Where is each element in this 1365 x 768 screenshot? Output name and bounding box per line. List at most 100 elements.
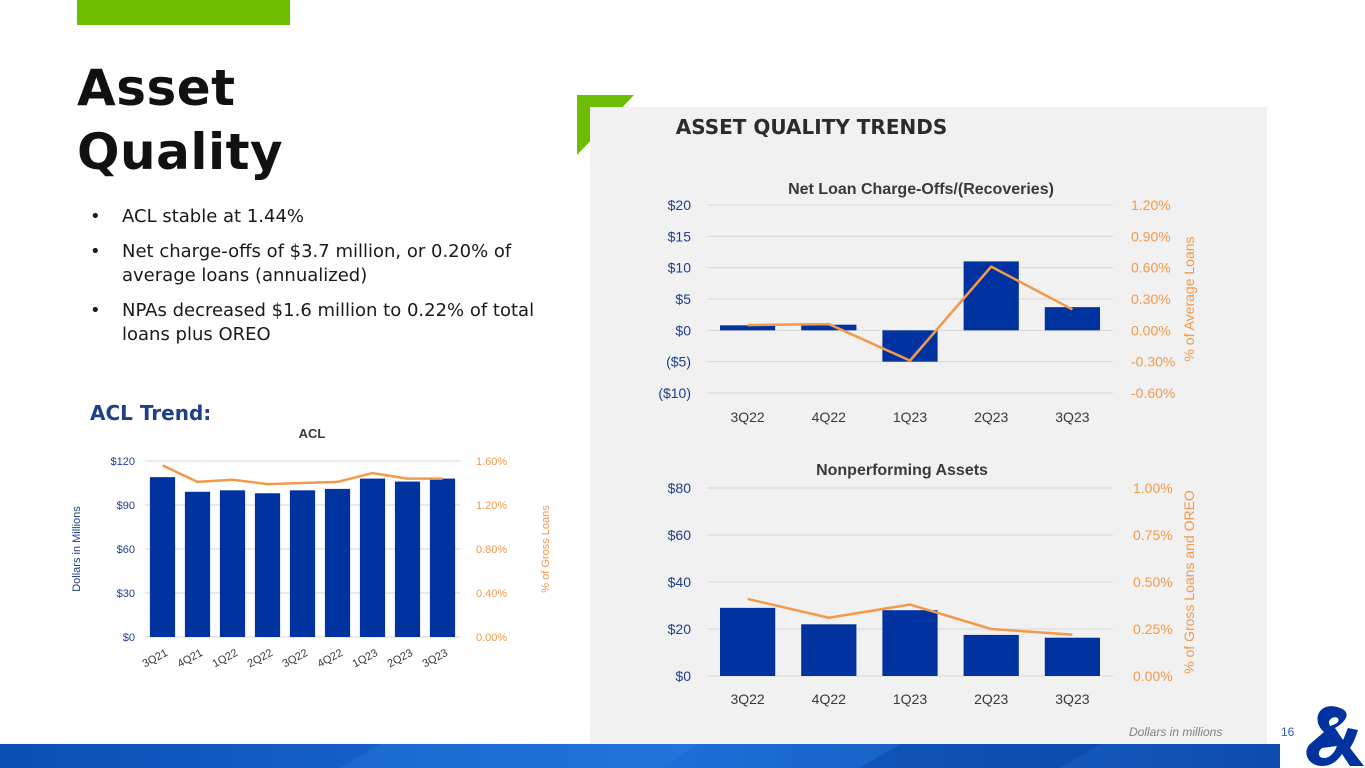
x-tick-label: 4Q21 (176, 647, 205, 670)
panel-title: ASSET QUALITY TRENDS (675, 115, 948, 139)
bar (719, 325, 776, 331)
x-tick-label: 3Q23 (1055, 409, 1089, 425)
series-line (747, 265, 1073, 362)
bullet-marker: • (90, 241, 101, 262)
y-tick-label: $60 (117, 544, 135, 556)
x-tick-label: 2Q23 (974, 691, 1008, 707)
page-title: Asset Quality (77, 56, 283, 184)
chart-title: ACL (299, 426, 326, 441)
y-tick-label: ($10) (658, 385, 691, 401)
x-tick-label: 1Q23 (351, 647, 380, 670)
y-tick-label: $0 (675, 668, 691, 684)
page-number: 16 (1281, 725, 1295, 739)
y2-axis-title: % of Gross Loans and OREO (1181, 490, 1197, 674)
y-tick-label: $60 (668, 527, 692, 543)
series-line (161, 464, 443, 486)
x-tick-label: 3Q23 (421, 647, 450, 670)
x-tick-label: 3Q22 (281, 647, 310, 670)
x-tick-label: 2Q23 (974, 409, 1008, 425)
bullet-item: • ACL stable at 1.44% (90, 205, 550, 229)
x-tick-label: 3Q22 (730, 409, 764, 425)
y2-tick-label: 0.60% (1131, 260, 1171, 276)
title-line-1: Asset (77, 59, 236, 117)
series-line (747, 597, 1073, 636)
y-tick-label: ($5) (666, 354, 691, 370)
bar (963, 261, 1019, 331)
y2-tick-label: 1.00% (1133, 480, 1173, 496)
y2-tick-label: 0.30% (1131, 291, 1171, 307)
bar (254, 493, 281, 637)
net-charge-offs-chart: Net Loan Charge-Offs/(Recoveries) ($10) -0… (658, 181, 1197, 425)
y-tick-label: $90 (117, 500, 135, 512)
bar (882, 610, 938, 676)
x-tick-label: 2Q22 (246, 647, 275, 670)
nonperforming-assets-chart: Nonperforming Assets $0 0.00% $20 0.25% $40 0.… (668, 462, 1197, 707)
y-tick-label: $15 (668, 228, 692, 244)
title-line-2: Quality (77, 123, 284, 181)
x-tick-label: 3Q23 (1055, 691, 1089, 707)
y-tick-label: $0 (123, 632, 135, 644)
ampersand-logo-icon (1280, 680, 1365, 768)
bar (1044, 307, 1101, 331)
bar (184, 491, 211, 637)
bar (882, 330, 938, 362)
bottom-band (0, 744, 1365, 768)
y2-tick-label: 0.00% (1133, 668, 1173, 684)
bar (149, 477, 176, 637)
x-tick-label: 4Q22 (316, 647, 345, 670)
y2-tick-label: -0.60% (1131, 385, 1175, 401)
x-tick-label: 1Q23 (893, 409, 927, 425)
bar (963, 634, 1019, 676)
y-tick-label: $20 (668, 621, 692, 637)
bullet-text: Net charge-offs of $3.7 million, or 0.20… (122, 241, 512, 286)
bullet-marker: • (90, 300, 101, 321)
bar (801, 324, 857, 331)
y2-axis-title: % of Gross Loans (540, 505, 552, 593)
y2-tick-label: 1.20% (476, 500, 507, 512)
y2-tick-label: 0.00% (476, 632, 507, 644)
y2-tick-label: 0.25% (1133, 621, 1173, 637)
bullet-item: • NPAs decreased $1.6 million to 0.22% o… (90, 299, 550, 347)
bullet-marker: • (90, 206, 101, 227)
chart-title: Net Loan Charge-Offs/(Recoveries) (788, 181, 1054, 198)
y-tick-label: $10 (668, 260, 692, 276)
bar (429, 478, 456, 637)
bar (719, 607, 776, 676)
y2-tick-label: 1.60% (476, 456, 507, 468)
bullet-text: ACL stable at 1.44% (122, 206, 304, 227)
y2-tick-label: 0.90% (1131, 228, 1171, 244)
bullet-list: • ACL stable at 1.44% • Net charge-offs … (90, 205, 550, 358)
y-tick-label: $0 (675, 322, 691, 338)
bar (324, 488, 351, 637)
y2-tick-label: 0.50% (1133, 574, 1173, 590)
x-tick-label: 4Q22 (812, 691, 846, 707)
y2-axis-title: % of Average Loans (1181, 236, 1197, 361)
y2-tick-label: 0.00% (1131, 322, 1171, 338)
x-tick-label: 2Q23 (386, 647, 415, 670)
y2-tick-label: -0.30% (1131, 354, 1175, 370)
y-tick-label: $120 (111, 456, 135, 468)
x-tick-label: 1Q23 (893, 691, 927, 707)
y2-tick-label: 0.80% (476, 544, 507, 556)
bar (801, 624, 857, 676)
bar (219, 490, 246, 637)
y-tick-label: $20 (668, 197, 692, 213)
corner-accent (577, 95, 637, 155)
y-tick-label: $30 (117, 588, 135, 600)
bar (1044, 637, 1101, 676)
y2-tick-label: 1.20% (1131, 197, 1171, 213)
x-tick-label: 3Q22 (730, 691, 764, 707)
y2-tick-label: 0.40% (476, 588, 507, 600)
y-tick-label: $80 (668, 480, 692, 496)
bullet-text: NPAs decreased $1.6 million to 0.22% of … (122, 300, 535, 345)
acl-chart: ACL $0 0.00% $30 0.40% $60 0.80% $90 1.20% $120 1.… (71, 426, 552, 670)
bullet-item: • Net charge-offs of $3.7 million, or 0.… (90, 240, 550, 288)
chart-title: Nonperforming Assets (816, 462, 988, 479)
footnote: Dollars in millions (1129, 725, 1223, 739)
y2-tick-label: 0.75% (1133, 527, 1173, 543)
acl-trend-label: ACL Trend: (90, 401, 212, 425)
bar (359, 478, 386, 637)
bar (289, 490, 316, 637)
x-tick-label: 4Q22 (812, 409, 846, 425)
accent-bar (77, 0, 290, 25)
